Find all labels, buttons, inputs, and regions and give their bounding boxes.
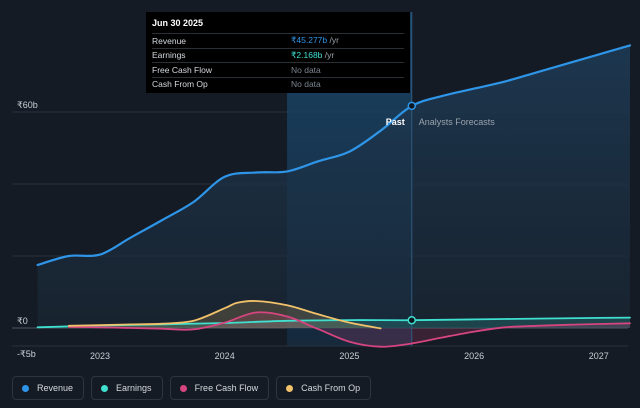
legend-dot-icon [101, 384, 109, 392]
tooltip-row-cash-from-op: Cash From Op No data [152, 76, 404, 92]
tooltip: Jun 30 2025 Revenue ₹45.277b /yr Earning… [146, 12, 410, 93]
past-label: Past [386, 117, 405, 127]
revenue-marker[interactable] [407, 101, 416, 111]
legend-dot-icon [179, 384, 187, 392]
legend-label: Cash From Op [301, 383, 361, 393]
tooltip-label: Free Cash Flow [152, 64, 212, 75]
tooltip-value: ₹2.168b [291, 49, 323, 60]
revenue-area [37, 45, 631, 329]
tooltip-value: ₹45.277b [291, 35, 328, 46]
y-tick-label: ₹0 [17, 316, 28, 326]
tooltip-row-revenue: Revenue ₹45.277b /yr [152, 33, 404, 48]
x-tick-label: 2027 [589, 351, 609, 361]
legend-dot-icon [22, 384, 29, 392]
x-tick-label: 2023 [90, 351, 110, 361]
legend-item-earnings[interactable]: Earnings [91, 376, 163, 400]
revenue-line [36, 44, 632, 267]
tooltip-date: Jun 30 2025 [152, 18, 204, 28]
tooltip-label: Earnings [152, 50, 186, 61]
y-tick-label: -₹5b [17, 349, 36, 359]
x-tick-label: 2024 [215, 351, 235, 361]
legend-item-revenue[interactable]: Revenue [12, 376, 85, 400]
tooltip-value: No data [291, 64, 321, 75]
legend: Revenue Earnings Free Cash Flow Cash Fro… [12, 376, 372, 400]
legend-item-free-cash-flow[interactable]: Free Cash Flow [169, 376, 270, 400]
tooltip-value: No data [291, 79, 321, 90]
tooltip-unit: /yr [322, 49, 335, 60]
forecast-label: Analysts Forecasts [419, 117, 496, 127]
cash-from-op-line [67, 300, 382, 330]
legend-item-cash-from-op[interactable]: Cash From Op [276, 376, 372, 400]
legend-label: Revenue [37, 383, 74, 393]
tooltip-row-free-cash-flow: Free Cash Flow No data [152, 62, 404, 77]
legend-label: Free Cash Flow [194, 383, 259, 393]
legend-dot-icon [286, 384, 294, 392]
tooltip-label: Cash From Op [152, 79, 208, 90]
earnings-marker[interactable] [407, 315, 416, 325]
legend-label: Earnings [116, 383, 152, 393]
tooltip-label: Revenue [152, 35, 187, 46]
free-cash-flow-line [67, 311, 631, 348]
tooltip-row-earnings: Earnings ₹2.168b /yr [152, 47, 404, 63]
x-tick-label: 2026 [464, 351, 484, 361]
free-cash-flow-area [68, 312, 631, 347]
y-tick-label: ₹60b [17, 100, 38, 110]
x-tick-label: 2025 [339, 351, 359, 361]
tooltip-unit: /yr [327, 35, 339, 46]
